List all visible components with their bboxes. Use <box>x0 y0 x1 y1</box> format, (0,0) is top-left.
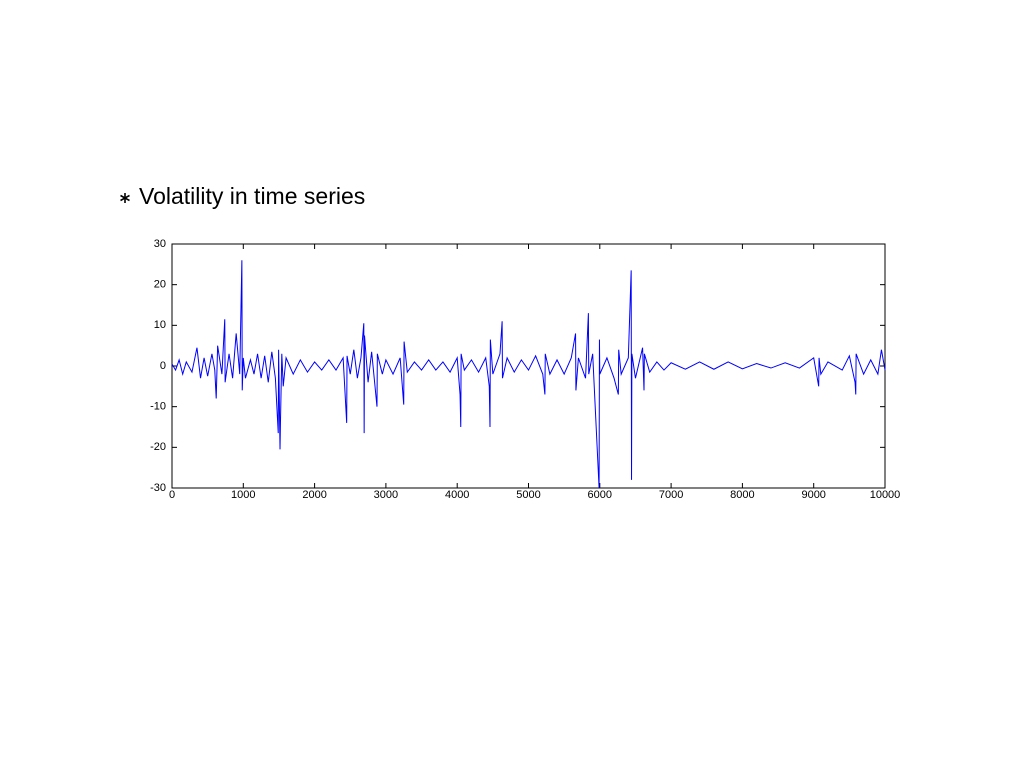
x-tick-label: 9000 <box>801 489 825 501</box>
plot-frame <box>171 243 886 489</box>
y-tick-label: 0 <box>160 360 166 372</box>
x-tick-label: 3000 <box>374 489 398 501</box>
x-tick-label: 4000 <box>445 489 469 501</box>
x-tick-label: 2000 <box>302 489 326 501</box>
y-tick-label: -20 <box>150 441 166 453</box>
y-tick-label: 30 <box>154 238 166 250</box>
x-tick-label: 6000 <box>588 489 612 501</box>
slide-title: Volatility in time series <box>139 183 365 209</box>
x-tick-label: 0 <box>169 489 175 501</box>
x-tick-label: 10000 <box>870 489 901 501</box>
x-tick-label: 5000 <box>516 489 540 501</box>
y-tick-label: -30 <box>150 482 166 494</box>
x-tick-label: 7000 <box>659 489 683 501</box>
x-tick-label: 1000 <box>231 489 255 501</box>
bullet <box>120 193 130 203</box>
x-tick-label: 8000 <box>730 489 754 501</box>
y-tick-label: -10 <box>150 401 166 413</box>
series-line <box>171 260 886 489</box>
y-tick-label: 20 <box>154 279 166 291</box>
y-tick-label: 10 <box>154 319 166 331</box>
